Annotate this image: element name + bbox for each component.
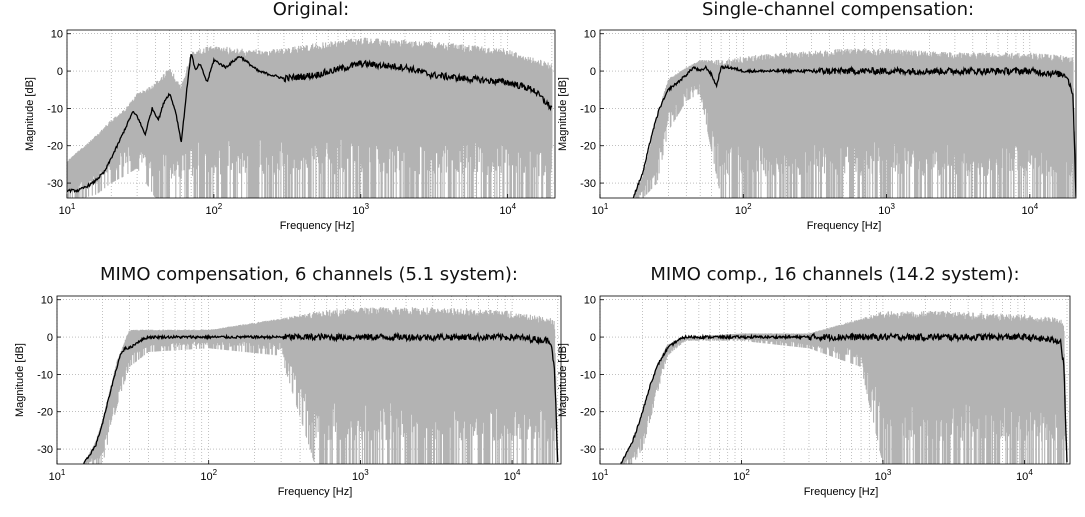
average-response-line	[620, 331, 1068, 464]
y-tick-label: -20	[47, 141, 63, 153]
x-tick-label: 103	[352, 468, 369, 483]
chart-panel-1: Original: 10 0 -10 -20 -30 101 102 103 104 Frequen…	[24, 0, 556, 232]
individual-responses-band	[83, 307, 558, 464]
chart-title: Original:	[273, 0, 350, 20]
y-tick-label: -10	[37, 369, 53, 381]
y-axis-label: Magnitude [dB]	[24, 77, 36, 151]
axes-box	[56, 295, 562, 465]
x-tick-label: 103	[875, 468, 892, 483]
x-tick-label: 101	[592, 468, 609, 483]
x-tick-label: 104	[1021, 202, 1038, 217]
y-tick-label: 0	[590, 332, 596, 344]
x-tick-label: 103	[878, 202, 895, 217]
y-tick-label: -10	[580, 103, 596, 115]
y-tick-label: 10	[41, 295, 53, 307]
axes-box	[599, 29, 1077, 199]
x-tick-label: 104	[504, 468, 521, 483]
y-tick-label: -30	[580, 444, 596, 456]
y-tick-label: 0	[590, 66, 596, 78]
y-tick-label: -10	[580, 369, 596, 381]
y-tick-label: -20	[580, 141, 596, 153]
y-tick-label: -30	[580, 178, 596, 190]
axes-box	[66, 29, 556, 199]
y-axis-label: Magnitude [dB]	[14, 343, 26, 417]
y-tick-label: 0	[47, 332, 53, 344]
y-tick-label: 10	[584, 295, 596, 307]
chart-panel-3: MIMO compensation, 6 channels (5.1 syste…	[14, 264, 562, 498]
chart-title: MIMO comp., 16 channels (14.2 system):	[650, 264, 1019, 285]
x-tick-label: 101	[49, 468, 66, 483]
x-tick-label: 102	[200, 468, 217, 483]
average-response-line	[83, 331, 559, 464]
y-axis-label: Magnitude [dB]	[557, 77, 569, 151]
x-tick-label: 104	[1016, 468, 1033, 483]
y-tick-label: -20	[37, 407, 53, 419]
y-tick-label: -20	[580, 407, 596, 419]
x-axis-label: Frequency [Hz]	[804, 486, 879, 498]
y-tick-label: -30	[47, 178, 63, 190]
y-tick-label: -10	[47, 103, 63, 115]
individual-responses-band	[632, 48, 1076, 198]
x-tick-label: 104	[499, 202, 516, 217]
x-tick-label: 102	[735, 202, 752, 217]
x-tick-label: 101	[59, 202, 76, 217]
y-tick-label: 0	[57, 66, 63, 78]
y-axis-label: Magnitude [dB]	[557, 343, 569, 417]
chart-title: Single-channel compensation:	[702, 0, 974, 20]
chart-panel-2: Single-channel compensation: 10 0 -10 -20 -30…	[557, 0, 1077, 232]
y-tick-label: 10	[584, 29, 596, 41]
x-axis-label: Frequency [Hz]	[278, 486, 353, 498]
y-tick-label: 10	[51, 29, 63, 41]
chart-title: MIMO compensation, 6 channels (5.1 syste…	[100, 264, 518, 285]
x-tick-label: 102	[733, 468, 750, 483]
y-tick-label: -30	[37, 444, 53, 456]
x-tick-label: 101	[592, 202, 609, 217]
average-response-line	[67, 53, 553, 194]
x-axis-label: Frequency [Hz]	[280, 220, 355, 232]
axes-box	[599, 295, 1071, 465]
x-tick-label: 102	[206, 202, 223, 217]
average-response-line	[632, 64, 1076, 198]
x-tick-label: 103	[352, 202, 369, 217]
x-axis-label: Frequency [Hz]	[807, 220, 882, 232]
individual-responses-band	[67, 37, 553, 198]
chart-panel-4: MIMO comp., 16 channels (14.2 system): 10…	[557, 264, 1071, 498]
